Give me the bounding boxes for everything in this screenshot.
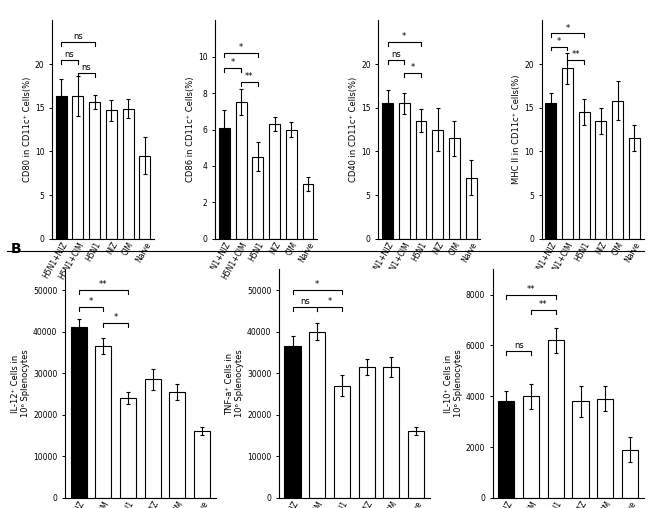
Bar (139, 156, 150, 239)
Text: *: * (89, 297, 93, 306)
Text: *: * (239, 43, 243, 52)
Bar (499, 401, 514, 498)
Bar (573, 401, 588, 498)
Text: ns: ns (73, 33, 83, 41)
Text: *: * (411, 63, 415, 72)
Bar (252, 157, 263, 239)
Bar (545, 103, 556, 239)
Bar (269, 124, 280, 239)
Y-axis label: IL-10⁺ Cells in
10⁶ Splenocytes: IL-10⁺ Cells in 10⁶ Splenocytes (443, 350, 463, 418)
Bar (523, 396, 539, 498)
Bar (399, 103, 410, 239)
Bar (286, 130, 296, 239)
Text: **: ** (245, 73, 254, 81)
Bar (597, 399, 613, 498)
Bar (285, 346, 300, 498)
Bar (384, 367, 399, 498)
Y-axis label: MHC II in CD11c⁺ Cells(%): MHC II in CD11c⁺ Cells(%) (512, 75, 521, 184)
Text: **: ** (527, 285, 536, 294)
Bar (548, 340, 564, 498)
Y-axis label: IL-12⁺ Cells in
10⁶ Splenocytes: IL-12⁺ Cells in 10⁶ Splenocytes (11, 350, 30, 418)
Y-axis label: CD86 in CD11c⁺ Cells(%): CD86 in CD11c⁺ Cells(%) (186, 77, 195, 182)
Bar (194, 431, 210, 498)
Text: ns: ns (514, 341, 524, 350)
Bar (449, 138, 460, 239)
Bar (89, 102, 100, 239)
Bar (465, 178, 476, 239)
Bar (56, 97, 67, 239)
Bar (578, 112, 590, 239)
Bar (595, 121, 606, 239)
Bar (236, 102, 246, 239)
Bar (432, 130, 443, 239)
Y-axis label: TNF-a⁺ Cells in
10⁶ Splenocytes: TNF-a⁺ Cells in 10⁶ Splenocytes (225, 350, 244, 418)
Bar (96, 346, 111, 498)
Text: ns: ns (391, 50, 401, 59)
Text: ns: ns (81, 63, 91, 72)
Text: *: * (328, 297, 332, 306)
Bar (145, 379, 161, 498)
Text: ns: ns (65, 50, 75, 59)
Bar (123, 109, 133, 239)
Bar (408, 431, 424, 498)
Text: *: * (231, 58, 235, 67)
Bar (359, 367, 374, 498)
Bar (415, 121, 426, 239)
Bar (219, 128, 230, 239)
Bar (71, 328, 86, 498)
Bar (629, 138, 640, 239)
Text: **: ** (99, 280, 107, 289)
Text: B: B (11, 242, 21, 256)
Bar (382, 103, 393, 239)
Text: ns: ns (300, 297, 310, 306)
Text: *: * (114, 313, 118, 323)
Text: A: A (20, 0, 30, 2)
Y-axis label: CD40 in CD11c⁺ Cells(%): CD40 in CD11c⁺ Cells(%) (349, 77, 358, 182)
Y-axis label: CD80 in CD11c⁺ Cells(%): CD80 in CD11c⁺ Cells(%) (23, 77, 32, 182)
Text: *: * (315, 280, 319, 289)
Bar (302, 184, 313, 239)
Text: *: * (566, 24, 569, 33)
Bar (309, 332, 325, 498)
Bar (170, 392, 185, 498)
Bar (334, 386, 350, 498)
Bar (120, 398, 136, 498)
Bar (106, 110, 117, 239)
Bar (562, 69, 573, 239)
Text: **: ** (540, 300, 548, 309)
Bar (73, 97, 83, 239)
Text: *: * (557, 37, 561, 46)
Text: *: * (402, 33, 406, 41)
Bar (622, 450, 638, 498)
Text: **: ** (571, 50, 580, 59)
Bar (612, 101, 623, 239)
